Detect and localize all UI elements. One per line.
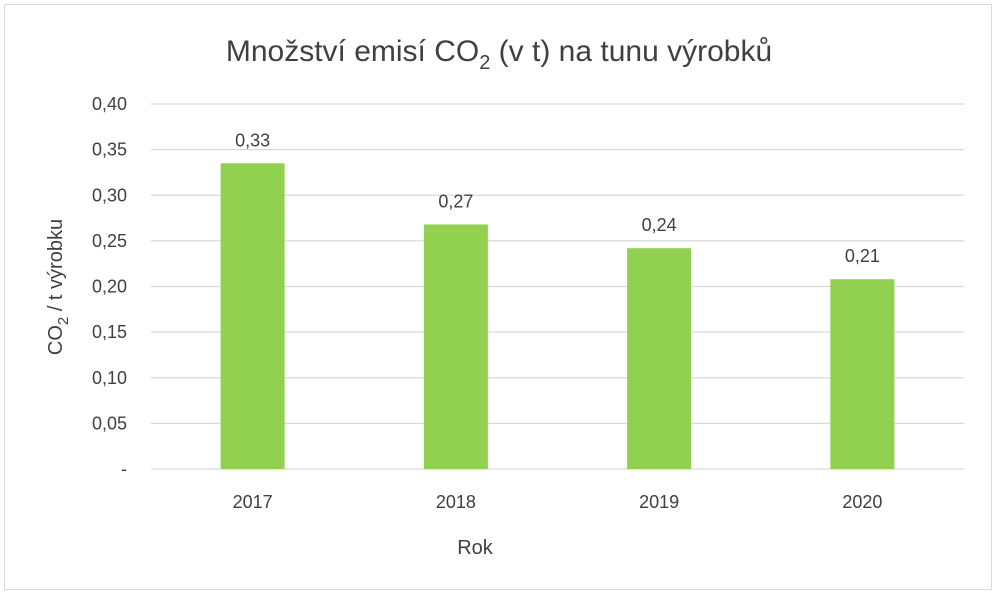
- x-axis-title: Rok: [457, 537, 494, 559]
- bar-2020: [830, 279, 895, 469]
- x-tick-label-2019: 2019: [639, 492, 679, 512]
- y-tick-label: 0,05: [92, 413, 127, 433]
- bar-2017: [220, 163, 285, 469]
- x-axis-ticks: 2017 2018 2019 2020: [233, 492, 883, 512]
- data-label-2018: 0,27: [438, 191, 473, 211]
- chart-frame: [4, 4, 992, 590]
- y-tick-label: 0,30: [92, 185, 127, 205]
- chart-title-rest: (v t) na tunu výrobků: [490, 35, 772, 68]
- chart-title-subscript: 2: [479, 52, 490, 74]
- y-tick-label: 0,25: [92, 231, 127, 251]
- gridlines: [151, 103, 964, 470]
- bars: [220, 163, 895, 469]
- x-tick-label-2020: 2020: [842, 492, 882, 512]
- y-axis-ticks: - 0,05 0,10 0,15 0,20 0,25 0,30 0,35 0,40: [92, 94, 127, 479]
- data-label-2020: 0,21: [845, 246, 880, 266]
- bar-2019: [627, 248, 692, 469]
- data-label-2019: 0,24: [642, 215, 677, 235]
- y-axis-title-main: CO: [45, 325, 67, 355]
- x-tick-label-2017: 2017: [233, 492, 273, 512]
- y-tick-label: 0,20: [92, 277, 127, 297]
- y-tick-label: 0,35: [92, 140, 127, 160]
- chart-title-main: Množství emisí CO: [226, 35, 479, 68]
- y-tick-label: 0,10: [92, 368, 127, 388]
- y-axis-title: CO2 / t výrobku: [45, 219, 72, 355]
- y-axis-title-rest: / t výrobku: [45, 219, 67, 317]
- y-axis-title-subscript: 2: [55, 317, 72, 325]
- chart-title: Množství emisí CO2 (v t) na tunu výrobků: [226, 35, 772, 74]
- y-tick-label: -: [121, 459, 127, 479]
- data-labels: 0,33 0,27 0,24 0,21: [235, 130, 880, 266]
- bar-2018: [423, 224, 488, 469]
- data-label-2017: 0,33: [235, 130, 270, 150]
- x-tick-label-2018: 2018: [436, 492, 476, 512]
- y-tick-label: 0,15: [92, 322, 127, 342]
- y-tick-label: 0,40: [92, 94, 127, 114]
